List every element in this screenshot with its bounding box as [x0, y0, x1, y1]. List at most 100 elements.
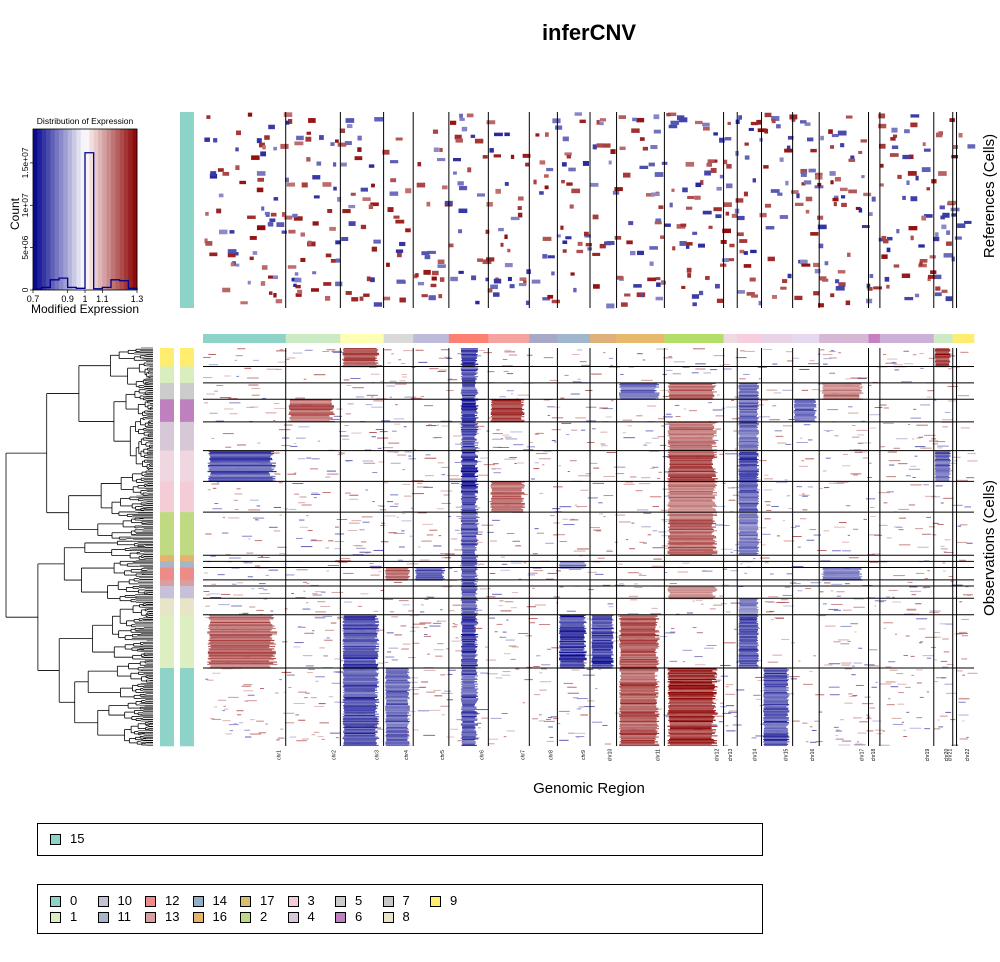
observation-cnv-segment: [620, 631, 657, 633]
observation-noise-cell: [441, 474, 446, 476]
observation-noise-cell: [222, 720, 231, 722]
reference-cnv-cell: [340, 162, 347, 167]
observation-cnv-segment: [492, 400, 522, 402]
observation-noise-cell: [655, 631, 660, 633]
observation-noise-cell: [253, 359, 260, 361]
observation-cnv-segment: [460, 530, 479, 532]
reference-cnv-cell: [824, 261, 829, 266]
observation-noise-cell: [942, 419, 953, 421]
observation-cnv-segment: [669, 392, 714, 394]
observation-noise-cell: [278, 429, 291, 431]
observation-cnv-segment: [619, 730, 658, 732]
observation-cnv-segment: [621, 740, 655, 742]
observation-noise-cell: [423, 627, 428, 629]
observation-noise-cell: [401, 520, 412, 522]
observation-noise-cell: [810, 741, 817, 743]
observation-noise-cell: [774, 430, 782, 432]
observation-noise-cell: [819, 487, 824, 489]
observation-cnv-segment: [738, 629, 759, 631]
observation-cnv-segment: [739, 638, 758, 640]
observation-cnv-segment: [490, 408, 525, 411]
observation-noise-cell: [511, 607, 518, 609]
observation-noise-cell: [404, 396, 417, 398]
observation-noise-cell: [222, 710, 225, 712]
reference-cnv-cell: [919, 261, 923, 267]
observation-cnv-segment: [823, 574, 860, 576]
observation-noise-cell: [916, 682, 922, 684]
observation-noise-cell: [566, 434, 570, 436]
observation-noise-cell: [635, 490, 643, 492]
observation-noise-cell: [258, 583, 266, 585]
observation-noise-cell: [561, 422, 572, 424]
reference-cnv-cell: [749, 277, 756, 282]
observation-cnv-segment: [460, 712, 478, 714]
reference-cnv-cell: [268, 275, 277, 279]
reference-cnv-cell: [892, 134, 898, 138]
observation-cnv-segment: [738, 611, 759, 613]
reference-cnv-cell: [341, 236, 349, 241]
reference-cnv-cell: [292, 213, 298, 218]
observation-cnv-segment: [738, 394, 759, 397]
observation-cnv-segment: [344, 688, 375, 690]
observation-noise-cell: [336, 671, 348, 673]
observation-noise-cell: [603, 495, 614, 497]
observation-cnv-segment: [461, 689, 477, 691]
reference-cnv-cell: [695, 182, 702, 188]
observation-noise-cell: [547, 414, 550, 416]
reference-cnv-cell: [316, 161, 322, 166]
observation-noise-cell: [515, 545, 522, 547]
observation-cnv-segment: [461, 617, 476, 619]
observation-noise-cell: [854, 631, 857, 633]
observation-noise-cell: [938, 726, 944, 728]
observation-noise-cell: [701, 570, 713, 572]
observation-noise-cell: [725, 684, 734, 686]
observation-noise-cell: [501, 563, 508, 565]
observation-cnv-segment: [669, 682, 713, 684]
observation-cnv-segment: [738, 528, 759, 531]
observation-cnv-segment: [461, 744, 477, 747]
reference-cnv-cell: [229, 230, 235, 234]
observation-cnv-segment: [208, 450, 274, 452]
observation-noise-cell: [236, 710, 244, 712]
reference-cnv-cell: [743, 264, 752, 268]
observation-cnv-segment: [385, 577, 409, 579]
observation-noise-cell: [641, 526, 651, 528]
observation-noise-cell: [649, 467, 655, 469]
observation-cnv-segment: [669, 424, 713, 426]
reference-cnv-cell: [694, 195, 701, 200]
observation-noise-cell: [602, 352, 606, 354]
observation-cnv-segment: [460, 724, 479, 726]
observation-noise-cell: [236, 488, 241, 490]
observation-noise-cell: [605, 416, 612, 418]
observation-noise-cell: [712, 409, 723, 411]
reference-cnv-cell: [371, 246, 378, 252]
observation-cnv-segment: [462, 657, 475, 660]
observation-noise-cell: [211, 718, 222, 720]
reference-cnv-cell: [803, 180, 812, 185]
reference-cnv-cell: [437, 264, 446, 268]
observation-noise-cell: [491, 468, 502, 470]
observation-cnv-segment: [619, 635, 660, 637]
observation-noise-cell: [454, 529, 460, 531]
observation-noise-cell: [246, 700, 257, 702]
observation-noise-cell: [488, 738, 499, 740]
reference-cnv-cell: [713, 132, 718, 136]
observation-noise-cell: [795, 525, 800, 527]
observation-cnv-segment: [462, 594, 476, 596]
observation-noise-cell: [585, 406, 597, 408]
observation-cnv-segment: [342, 669, 379, 671]
observation-noise-cell: [211, 437, 215, 439]
observation-noise-cell: [563, 524, 575, 526]
observation-cnv-segment: [739, 607, 757, 610]
observation-cnv-segment: [462, 385, 476, 387]
observation-noise-cell: [652, 547, 664, 549]
color-key-step: [72, 129, 77, 290]
observation-noise-cell: [241, 685, 251, 687]
observation-cnv-segment: [935, 456, 950, 458]
observation-noise-cell: [661, 545, 669, 547]
reference-cnv-cell: [295, 284, 301, 289]
chromosome-color-segment: [203, 334, 287, 343]
observation-cnv-segment: [739, 648, 758, 650]
observation-noise-cell: [772, 654, 782, 656]
observation-noise-cell: [837, 639, 849, 641]
